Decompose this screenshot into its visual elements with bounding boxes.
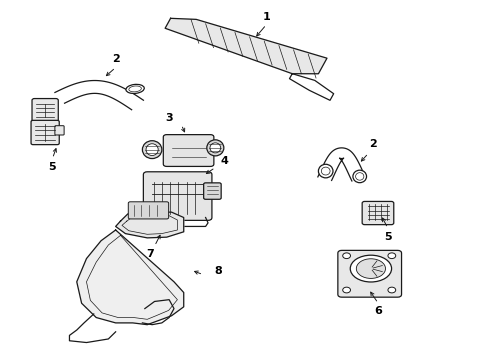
FancyBboxPatch shape	[337, 250, 401, 297]
Text: 3: 3	[165, 113, 173, 123]
Circle shape	[342, 287, 350, 293]
FancyBboxPatch shape	[128, 202, 168, 219]
Ellipse shape	[142, 141, 162, 158]
Ellipse shape	[209, 143, 220, 153]
Ellipse shape	[321, 167, 329, 175]
Circle shape	[387, 253, 395, 258]
Polygon shape	[77, 230, 183, 325]
Ellipse shape	[355, 173, 363, 180]
Polygon shape	[165, 18, 326, 74]
Circle shape	[387, 287, 395, 293]
Text: 6: 6	[373, 306, 381, 316]
Ellipse shape	[349, 255, 391, 282]
Text: 7: 7	[145, 249, 153, 259]
Ellipse shape	[352, 170, 366, 183]
FancyBboxPatch shape	[55, 126, 64, 135]
Text: 1: 1	[262, 13, 270, 22]
Ellipse shape	[318, 164, 332, 178]
FancyBboxPatch shape	[143, 172, 211, 220]
Text: 8: 8	[213, 266, 221, 276]
Circle shape	[342, 253, 350, 258]
Text: 5: 5	[384, 232, 391, 242]
FancyBboxPatch shape	[163, 135, 213, 166]
Ellipse shape	[126, 84, 144, 94]
Text: 2: 2	[112, 54, 119, 64]
Text: 4: 4	[220, 156, 227, 166]
FancyBboxPatch shape	[362, 202, 393, 225]
Ellipse shape	[128, 86, 141, 92]
Text: 2: 2	[369, 139, 376, 149]
Polygon shape	[116, 212, 183, 238]
FancyBboxPatch shape	[31, 120, 59, 145]
Text: 5: 5	[48, 162, 56, 172]
Ellipse shape	[356, 259, 385, 278]
FancyBboxPatch shape	[203, 183, 221, 199]
FancyBboxPatch shape	[32, 99, 58, 122]
Ellipse shape	[146, 144, 158, 156]
Ellipse shape	[206, 140, 224, 156]
